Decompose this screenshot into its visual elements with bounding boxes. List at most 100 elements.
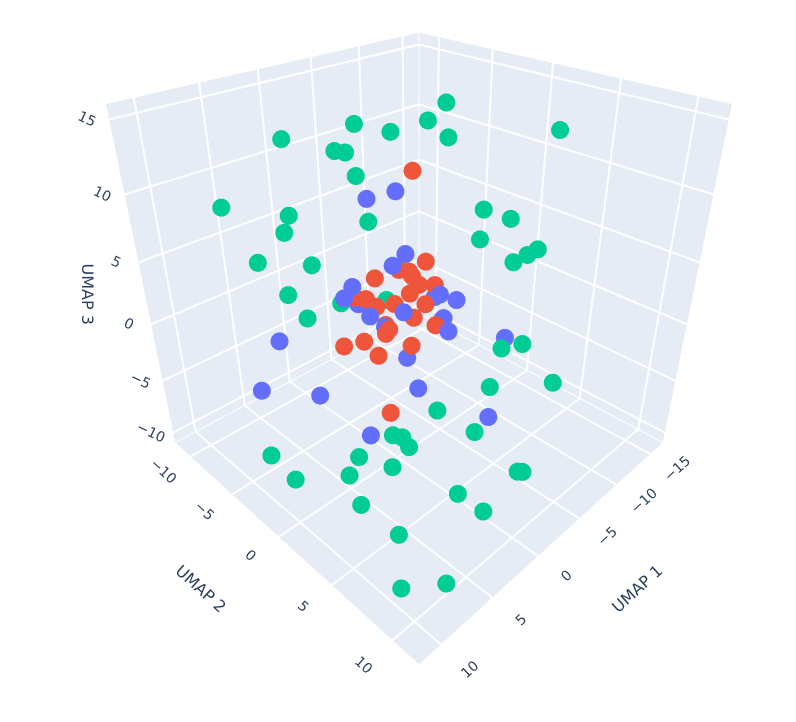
point	[279, 206, 298, 225]
point	[416, 252, 435, 271]
point	[383, 256, 402, 275]
x-tick-label: −5	[595, 524, 621, 550]
grid-line	[637, 95, 700, 430]
x-tick-label: 10	[458, 658, 482, 682]
point	[383, 426, 402, 445]
point	[479, 408, 498, 427]
point	[447, 291, 466, 310]
point	[272, 130, 291, 149]
point	[302, 256, 321, 275]
point	[439, 128, 458, 147]
point	[212, 198, 231, 217]
grid-line	[137, 158, 420, 264]
grid	[108, 35, 730, 646]
x-axis-title: UMAP 1	[608, 561, 666, 616]
y-tick-label: −10	[147, 456, 180, 488]
point	[262, 446, 281, 465]
point	[480, 378, 499, 397]
point	[470, 230, 489, 249]
grid-line	[578, 78, 623, 399]
point	[448, 484, 467, 503]
y-tick-label: 5	[294, 598, 311, 616]
point	[355, 332, 374, 351]
grid-line	[123, 103, 420, 196]
point	[346, 167, 365, 186]
grid-line	[330, 358, 581, 520]
point	[311, 386, 330, 405]
grid-line	[418, 158, 701, 264]
point	[409, 379, 428, 398]
point	[381, 403, 400, 422]
point	[551, 121, 570, 140]
point	[392, 579, 411, 598]
wall	[173, 312, 665, 666]
point	[528, 240, 547, 259]
point	[369, 346, 388, 365]
point	[403, 161, 422, 180]
point	[501, 209, 520, 228]
z-tick-label: 10	[91, 184, 114, 206]
point	[275, 223, 294, 242]
grid-line	[404, 319, 652, 456]
x-tick-label: 0	[558, 567, 575, 585]
point	[396, 245, 415, 264]
point	[437, 93, 456, 112]
grid-line	[418, 303, 666, 434]
x-tick-label: −10	[628, 485, 661, 517]
point	[335, 337, 354, 356]
point	[248, 253, 267, 272]
point	[400, 284, 419, 303]
point	[416, 295, 435, 314]
x-tick-label: −15	[661, 453, 694, 485]
point	[350, 448, 369, 467]
grid-line	[525, 62, 555, 371]
point	[430, 285, 449, 304]
grid-line	[256, 68, 291, 382]
z-tick-label: −10	[134, 419, 168, 446]
point	[465, 423, 484, 442]
point	[365, 269, 384, 288]
point	[389, 525, 408, 544]
grid-line	[289, 380, 540, 558]
x-tick-label: 5	[513, 611, 530, 629]
point	[340, 466, 359, 485]
point	[474, 200, 493, 219]
point	[504, 253, 523, 272]
point	[357, 290, 376, 309]
grid-line	[391, 428, 639, 642]
point	[279, 286, 298, 305]
z-axis-title: UMAP 3	[78, 264, 97, 325]
y-tick-label: −5	[191, 498, 217, 524]
grid-line	[418, 103, 715, 196]
y-tick-label: 10	[351, 654, 375, 678]
point	[492, 339, 511, 358]
grid-line	[231, 344, 480, 496]
grid-line	[418, 210, 688, 326]
grid-line	[150, 210, 420, 326]
z-tick-label: 0	[121, 315, 136, 333]
y-axis-title: UMAP 2	[172, 561, 230, 616]
grid-line	[198, 82, 246, 406]
point	[361, 426, 380, 445]
grid-line	[132, 96, 197, 432]
point	[376, 324, 395, 343]
point	[361, 307, 380, 326]
grid-line	[189, 320, 436, 458]
point	[298, 309, 317, 328]
point	[252, 381, 271, 400]
point	[352, 495, 371, 514]
point	[394, 303, 413, 322]
grid-line	[194, 430, 442, 646]
grid-line	[418, 43, 730, 121]
grid-line	[108, 43, 420, 121]
grid-line	[309, 56, 333, 360]
z-tick-label: 5	[108, 253, 123, 271]
point	[508, 462, 527, 481]
point	[437, 574, 456, 593]
point	[474, 502, 493, 521]
point	[403, 267, 422, 286]
point	[359, 212, 378, 231]
point	[402, 336, 421, 355]
